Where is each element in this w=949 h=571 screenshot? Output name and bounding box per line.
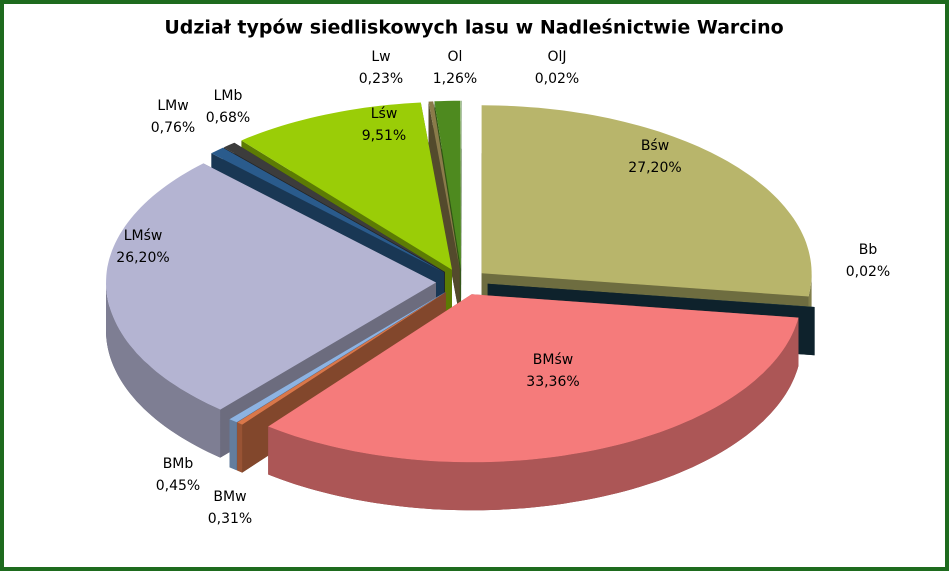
slice-label: Ol [448,49,463,65]
slice-label: BMśw [533,352,573,368]
slice-value-label: 9,51% [362,128,406,144]
slice-label: Bb [859,242,878,258]
slice-top [106,163,436,410]
slice-value-label: 0,23% [359,71,403,87]
slice-label: Lw [371,49,390,65]
slice-label: Lśw [371,106,398,122]
slice-label: Bśw [641,138,669,154]
pie [106,100,815,511]
slice-label: LMb [214,88,243,104]
slice-top [428,101,460,269]
slice-top [229,292,446,423]
slice-label: BMw [213,489,246,505]
slice-top [481,105,812,297]
slice-value-label: 0,02% [846,264,890,280]
slice-side [106,282,221,458]
slice-top [268,294,799,463]
slice-value-label: 0,02% [535,71,579,87]
slice-value-label: 0,68% [206,110,250,126]
slice-value-label: 26,20% [116,250,169,266]
slice-side [229,419,237,471]
slice-value-label: 0,31% [208,511,252,527]
slice-label: LMśw [124,228,163,244]
slice-side [268,317,799,511]
slice-label: LMw [157,98,188,114]
chart-title: Udział typów siedliskowych lasu w Nadleś… [164,17,783,39]
slice-top [241,102,452,270]
slice-top [434,100,461,269]
labels: Bśw 27,20% Bb 0,02% BMśw 33,36% BMw 0,31% BMb 0,4… [116,49,890,527]
slice-top [223,142,445,272]
slice-value-label: 0,76% [151,120,195,136]
slice-value-label: 0,45% [156,478,200,494]
slice-side [237,422,243,473]
slice-value-label: 33,36% [526,374,579,390]
slice-label: OlJ [547,49,566,65]
slice-label: BMb [163,456,194,472]
slice-top [211,147,445,273]
slice-value-label: 1,26% [433,71,477,87]
slice-top [237,292,446,425]
slice-value-label: 27,20% [628,160,681,176]
slice-top [487,283,815,308]
slice-wall [428,101,460,317]
